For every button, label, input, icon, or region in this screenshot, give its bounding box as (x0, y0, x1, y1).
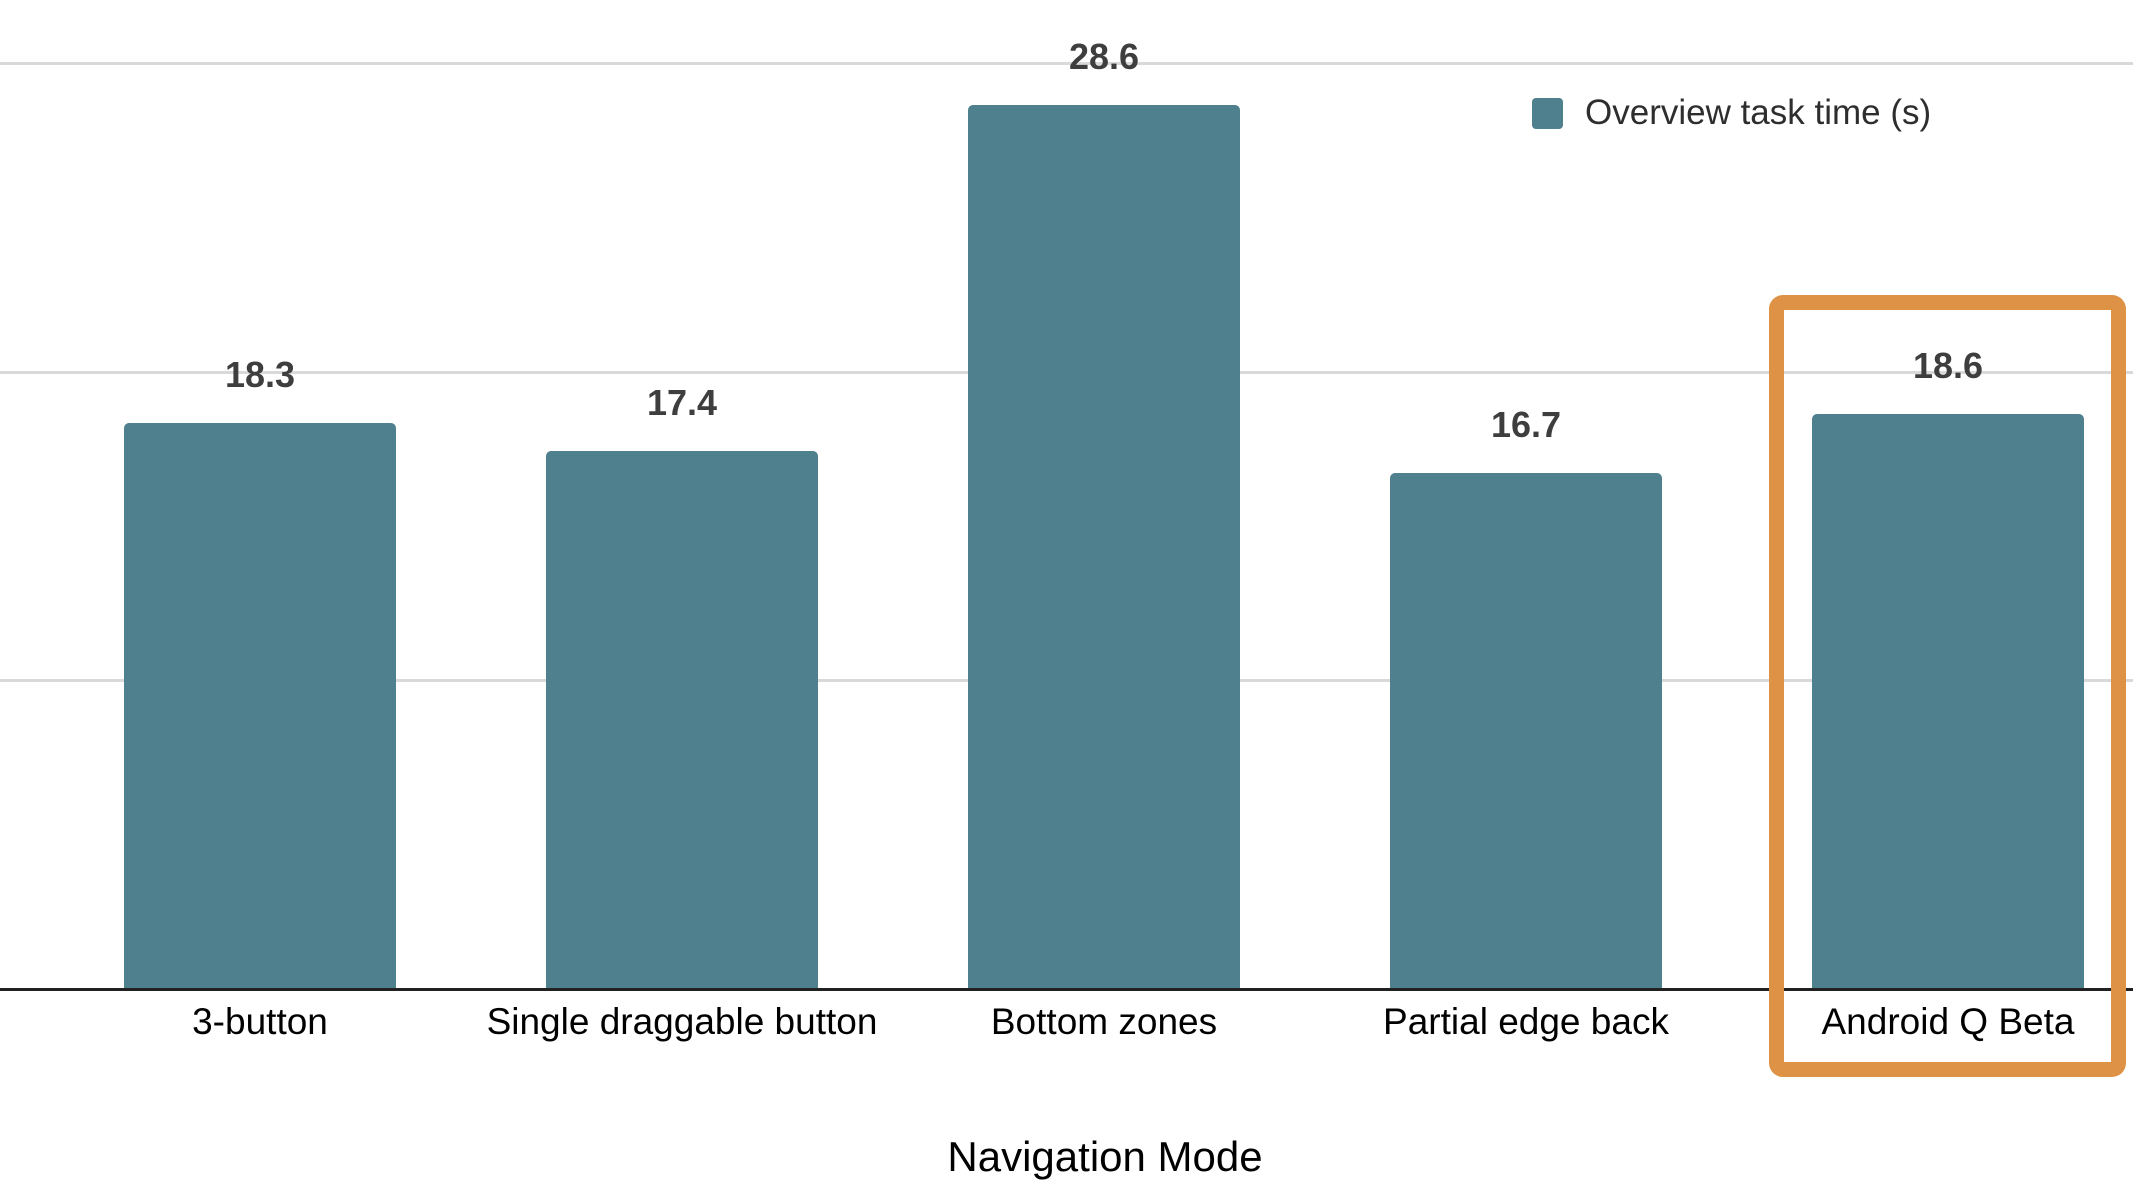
bar (1390, 473, 1662, 988)
legend-label: Overview task time (s) (1585, 93, 1932, 132)
category-label: Bottom zones (990, 1001, 1218, 1042)
gridline (0, 62, 2133, 65)
bar (968, 105, 1240, 988)
legend-swatch-icon (1532, 97, 1563, 129)
category-label: 3-button (192, 1001, 328, 1042)
legend: Overview task time (s) (1532, 90, 1931, 136)
bar (124, 423, 396, 988)
bar-value-label: 18.3 (224, 354, 296, 395)
x-axis-title: Navigation Mode (947, 1133, 1263, 1180)
bar (546, 451, 818, 988)
category-label: Android Q Beta (1821, 1001, 2075, 1042)
bar-value-label: 16.7 (1490, 404, 1562, 445)
bar (1812, 414, 2084, 988)
highlight-box (1769, 295, 2126, 1077)
category-label: Single draggable button (486, 1001, 878, 1042)
x-axis-line (0, 988, 2133, 991)
bar-value-label: 17.4 (646, 382, 718, 423)
bar-value-label: 28.6 (1068, 36, 1140, 77)
bar-value-label: 18.6 (1912, 345, 1984, 386)
category-label: Partial edge back (1383, 1001, 1669, 1042)
